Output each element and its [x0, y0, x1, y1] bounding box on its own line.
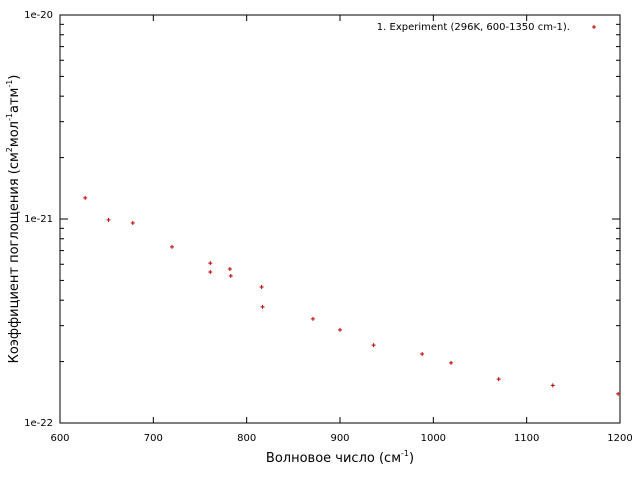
- point: [208, 261, 213, 266]
- point: [130, 220, 135, 225]
- point: [616, 391, 621, 396]
- superscript: -1: [5, 113, 14, 121]
- x-tick-label: 1200: [607, 433, 632, 444]
- point: [338, 327, 342, 332]
- y-tick-label: 1e-22: [24, 418, 53, 429]
- xlabel: Волновое число (см-1): [266, 449, 414, 466]
- point: [259, 285, 264, 290]
- label-part: ): [7, 75, 22, 80]
- point: [371, 343, 376, 348]
- x-tick-label: 1000: [421, 433, 446, 444]
- superscript: -1: [401, 449, 409, 458]
- point: [170, 244, 174, 249]
- x-tick-label: 900: [330, 433, 349, 444]
- x-tick-label: 700: [144, 433, 163, 444]
- x-tick-label: 800: [237, 433, 256, 444]
- legend-label: 1. Experiment (296K, 600-1350 cm-1).: [377, 22, 570, 33]
- ylabel: Коэффициент поглощения (см2мол-1атм-1): [5, 75, 22, 364]
- point: [496, 377, 501, 382]
- label-part: Волновое число (см: [266, 451, 401, 466]
- point: [420, 351, 425, 356]
- superscript: -1: [5, 80, 14, 88]
- y-tick-label: 1e-20: [24, 10, 53, 21]
- label-part: ): [409, 451, 414, 466]
- point: [310, 316, 315, 321]
- point: [83, 195, 88, 200]
- superscript: 2: [5, 147, 14, 152]
- y-tick-label: 1e-21: [24, 214, 53, 225]
- point: [227, 266, 232, 271]
- legend-marker: [592, 25, 596, 29]
- x-tick-label: 1100: [514, 433, 539, 444]
- plot-frame: [59, 14, 621, 424]
- point: [208, 269, 213, 274]
- label-part: Коэффициент поглощения (см: [7, 152, 22, 363]
- point: [550, 383, 555, 388]
- point: [449, 360, 454, 365]
- x-tick-label: 600: [50, 433, 69, 444]
- point: [260, 304, 265, 309]
- point: [228, 273, 233, 278]
- label-part: атм: [7, 88, 22, 113]
- label-part: мол: [7, 121, 22, 147]
- point: [106, 217, 111, 222]
